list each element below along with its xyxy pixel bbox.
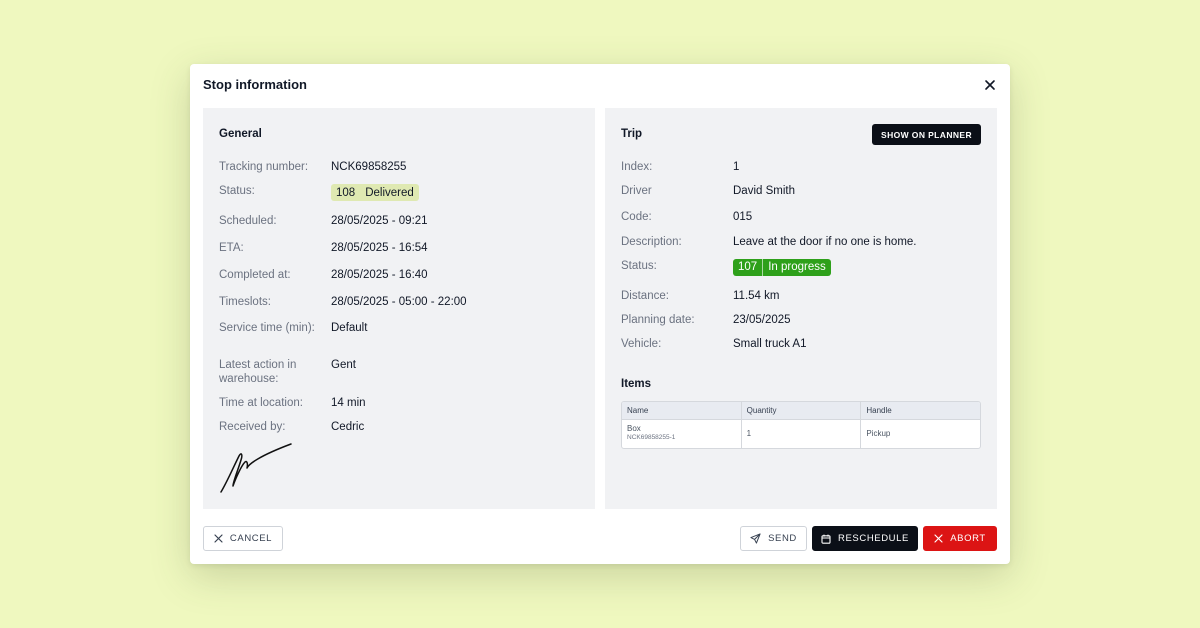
column-header-name[interactable]: Name [622,402,742,419]
send-icon [750,533,761,544]
items-table: Name Quantity Handle Box NCK69858255-1 1… [621,401,981,449]
column-header-quantity[interactable]: Quantity [742,402,862,419]
row-label: Description: [621,236,682,248]
row-label: Planning date: [621,314,695,326]
vehicle-value: Small truck A1 [733,338,807,350]
cancel-button[interactable]: CANCEL [203,526,283,551]
received-by-value: Cedric [331,421,365,433]
row-label: Time at location: [219,397,303,409]
item-tracking-code: NCK69858255-1 [627,434,676,441]
abort-button[interactable]: ABORT [923,526,997,551]
calendar-icon [821,534,831,544]
row-label: Status: [621,260,657,272]
description-value: Leave at the door if no one is home. [733,236,917,248]
row-label: Received by: [219,421,286,433]
tracking-number-value: NCK69858255 [331,161,407,173]
row-label: Service time (min): [219,322,315,334]
column-header-handle[interactable]: Handle [866,406,892,415]
row-label: Tracking number: [219,161,309,173]
scheduled-value: 28/05/2025 - 09:21 [331,215,428,227]
trip-title: Trip [621,128,643,140]
row-label: Status: [219,185,255,197]
latest-action-value: Gent [331,359,356,371]
row-label: Scheduled: [219,215,277,227]
eta-value: 28/05/2025 - 16:54 [331,242,428,254]
status-badge-text: Delivered [365,186,414,199]
reschedule-label: RESCHEDULE [838,533,909,544]
time-at-location-value: 14 min [331,397,366,409]
general-title: General [219,128,262,140]
item-handle: Pickup [866,429,891,438]
stop-information-modal: Stop information General Tracking number… [190,64,1010,564]
row-label: Latest action in warehouse: [219,359,297,385]
trip-status-value: 107 In progress [733,259,831,276]
send-button[interactable]: SEND [740,526,807,551]
timeslots-value: 28/05/2025 - 05:00 - 22:00 [331,296,467,308]
completed-at-value: 28/05/2025 - 16:40 [331,269,428,281]
items-table-header: Name Quantity Handle [622,402,980,420]
driver-value: David Smith [733,185,795,197]
x-icon [214,534,223,543]
items-title: Items [621,378,652,390]
index-value: 1 [733,161,740,173]
item-name: Box [627,424,641,433]
row-label: Completed at: [219,269,291,281]
row-label: Index: [621,161,653,173]
row-label: Timeslots: [219,296,271,308]
row-label: Distance: [621,290,669,302]
show-on-planner-button[interactable]: SHOW ON PLANNER [872,124,981,145]
send-label: SEND [768,533,797,544]
item-name-cell: Box NCK69858255-1 [622,420,742,448]
item-quantity: 1 [742,420,862,448]
x-icon [934,534,943,543]
status-badge: 108 Delivered [331,184,419,201]
row-label: Driver [621,185,652,197]
row-label: Vehicle: [621,338,662,350]
status-badge-number: 108 [336,186,356,199]
distance-value: 11.54 km [733,290,780,302]
planning-date-value: 23/05/2025 [733,314,791,326]
cancel-label: CANCEL [229,533,273,544]
modal-title: Stop information [203,77,307,92]
trip-panel: Trip SHOW ON PLANNER Index: 1 Driver Dav… [605,108,997,509]
reschedule-button[interactable]: RESCHEDULE [812,526,918,551]
general-panel: General Tracking number: NCK69858255 Sta… [203,108,595,509]
trip-status-badge-number: 107 [733,259,764,276]
status-value: 108 Delivered [331,184,419,201]
close-icon[interactable] [982,77,998,93]
abort-label: ABORT [950,533,986,544]
code-value: 015 [733,211,753,223]
trip-status-badge-text: In progress [768,261,826,273]
trip-status-badge: 107 In progress [733,259,831,276]
service-time-value: Default [331,322,368,334]
row-label: Code: [621,211,652,223]
row-label: ETA: [219,242,244,254]
signature-image [220,443,292,493]
table-row[interactable]: Box NCK69858255-1 1 Pickup [622,420,980,448]
